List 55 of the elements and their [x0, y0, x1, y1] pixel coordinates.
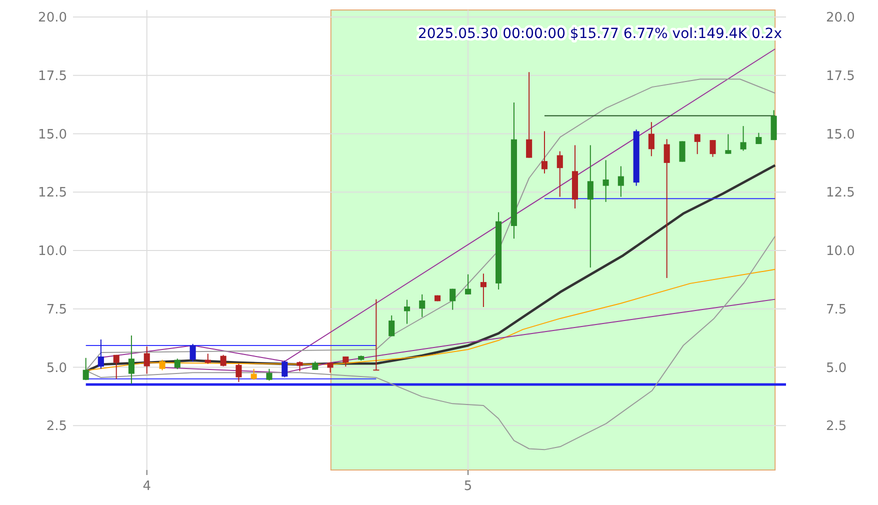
x-tick-label: 5: [464, 479, 472, 494]
candlestick: [664, 138, 670, 279]
y2-tick-label: 15.0: [826, 127, 855, 142]
candlestick: [740, 126, 746, 152]
candlestick: [373, 298, 380, 372]
candlestick: [220, 354, 226, 367]
candlestick: [128, 335, 134, 384]
y2-tick-label: 7.5: [826, 302, 847, 318]
candlestick: [618, 166, 624, 198]
y-tick-label: 12.5: [38, 186, 67, 201]
candlestick: [679, 140, 686, 162]
candlestick: [541, 130, 548, 174]
y2-tick-label: 10.0: [826, 244, 855, 260]
candlestick: [602, 160, 609, 202]
candlestick: [556, 150, 563, 198]
candlestick: [174, 358, 180, 370]
candlestick: [236, 363, 242, 382]
x-tick-label: 4: [142, 479, 152, 494]
candlestick: [694, 134, 700, 155]
y-tick-label: 5.0: [46, 360, 67, 376]
candlestick: [190, 343, 196, 362]
candlestick: [465, 274, 472, 295]
candlestick: [98, 338, 104, 370]
candlestick: [144, 346, 150, 374]
candlestick: [404, 299, 410, 324]
candlestick: [282, 360, 288, 378]
candlestick: [587, 144, 594, 268]
candlestick: [204, 353, 211, 364]
candlestick: [342, 356, 349, 368]
y-tick-label: 15.0: [38, 127, 67, 142]
candlestick: [710, 140, 716, 158]
candlestick: [648, 122, 654, 157]
candlestick: [419, 294, 426, 318]
y2-tick-label: 5.0: [826, 360, 847, 376]
y-tick-label: 20.0: [38, 10, 67, 26]
y2-tick-label: 17.5: [826, 68, 855, 84]
text: 2025.05.30 00:00:00 $15.77 6.77% vol:149.4K 0.2x: [418, 26, 782, 42]
candlestick: [450, 288, 456, 310]
y2-tick-label: 20.0: [826, 10, 855, 26]
y-tick-label: 2.5: [46, 419, 67, 434]
candlestick: [82, 357, 89, 381]
candlestick: [250, 368, 257, 380]
candlestick: [296, 360, 303, 372]
y-tick-label: 7.5: [46, 302, 67, 318]
candlestick: [327, 362, 334, 374]
candlestick: [480, 273, 486, 308]
candlestick: [266, 368, 272, 382]
y-tick-label: 17.5: [38, 68, 67, 84]
candlestick: [388, 314, 395, 337]
y2-tick-label: 12.5: [826, 186, 855, 201]
candlestick: [526, 72, 532, 158]
candlestick: [113, 354, 120, 380]
y-tick-label: 10.0: [38, 244, 67, 260]
candlestick: [725, 134, 732, 154]
y2-tick-label: 2.5: [826, 419, 847, 434]
